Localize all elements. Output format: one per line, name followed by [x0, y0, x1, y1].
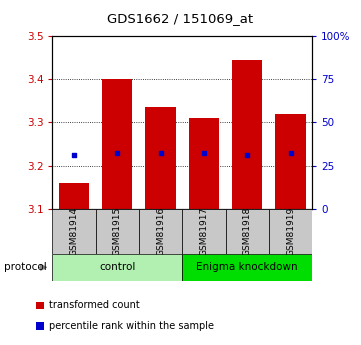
Point: [158, 150, 164, 155]
Bar: [145, 107, 176, 209]
Bar: [182, 254, 312, 281]
Bar: [232, 60, 262, 209]
Bar: [96, 209, 139, 254]
Bar: [189, 118, 219, 209]
Point: [244, 152, 250, 158]
Text: GDS1662 / 151069_at: GDS1662 / 151069_at: [108, 12, 253, 25]
Bar: [182, 209, 226, 254]
Text: Enigma knockdown: Enigma knockdown: [196, 263, 298, 272]
Bar: [52, 209, 96, 254]
Bar: [102, 79, 132, 209]
Bar: [59, 183, 89, 209]
Bar: [275, 114, 306, 209]
Text: GSM81915: GSM81915: [113, 207, 122, 256]
Point: [288, 150, 293, 155]
Text: control: control: [99, 263, 135, 272]
Bar: [269, 209, 312, 254]
Text: GSM81916: GSM81916: [156, 207, 165, 256]
Text: GSM81917: GSM81917: [200, 207, 208, 256]
Text: GSM81914: GSM81914: [70, 207, 78, 256]
Text: GSM81919: GSM81919: [286, 207, 295, 256]
Point: [114, 150, 120, 155]
Text: percentile rank within the sample: percentile rank within the sample: [49, 321, 214, 331]
Text: transformed count: transformed count: [49, 300, 140, 310]
Point: [201, 150, 207, 155]
Bar: [52, 254, 182, 281]
Point: [71, 152, 77, 158]
Bar: [139, 209, 182, 254]
Text: GSM81918: GSM81918: [243, 207, 252, 256]
Bar: [226, 209, 269, 254]
Text: protocol: protocol: [4, 263, 46, 272]
